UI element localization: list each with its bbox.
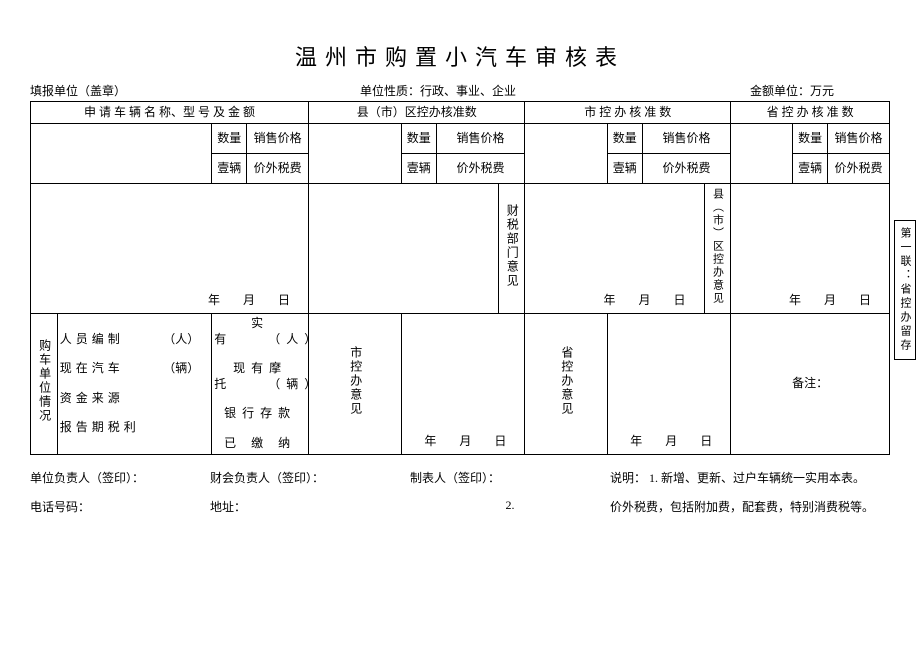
prov-qty: 数量 [793, 124, 828, 154]
form-page: 温州市购置小汽车审核表 填报单位（盖章） 单位性质：行政、事业、企业 金额单位：… [0, 0, 920, 515]
unit-cars: （辆） [163, 361, 209, 377]
hdr-city: 市 控 办 核 准 数 [525, 102, 731, 124]
city-opinion-date: 年 月 日 [424, 434, 516, 450]
city-opinion-body: 年 月 日 [401, 314, 525, 455]
county-blank [309, 124, 402, 184]
city-blank [525, 124, 607, 184]
lbl-paid: 已 缴 纳 [224, 436, 296, 450]
prov-tax: 价外税费 [828, 154, 890, 184]
prov-price: 销售价格 [828, 124, 890, 154]
tax-dept-text: 财税部门意见 [504, 204, 520, 288]
unit-actual: （人） [268, 332, 322, 346]
hdr-county: 县（市）区控办核准数 [309, 102, 525, 124]
lbl-tax: 报告期税利 [60, 420, 140, 436]
lbl-actual: 实 有 [214, 316, 269, 346]
footer-leader: 单位负责人（签印）： [30, 469, 210, 486]
county-opinion-cell [309, 184, 498, 314]
city-opinion-cell: 年 月 日 [525, 184, 704, 314]
prov-one: 壹辆 [793, 154, 828, 184]
footer-num2: 2. [410, 498, 610, 515]
meta-unit-nature: 单位性质：行政、事业、企业 [330, 82, 750, 99]
city-one: 壹辆 [607, 154, 642, 184]
remark-cell: 备注： [731, 314, 890, 455]
county-one: 壹辆 [401, 154, 436, 184]
city-date: 年 月 日 [604, 293, 696, 309]
prov-opinion-text: 省控办意见 [558, 346, 574, 416]
side-note: 第一联：省控办留存 [894, 220, 916, 360]
apply-one: 壹辆 [212, 154, 247, 184]
apply-qty: 数量 [212, 124, 247, 154]
county-tax: 价外税费 [436, 154, 525, 184]
main-table: 申 请 车 辆 名 称、型 号 及 金 额 县（市）区控办核准数 市 控 办 核… [30, 101, 890, 455]
city-tax: 价外税费 [642, 154, 731, 184]
status-mid-cell: 实 有 （人） 现有摩托 （辆） 银行存款 已 缴 纳 [212, 314, 309, 455]
prov-opinion-label: 省控办意见 [525, 314, 607, 455]
footer-phone: 电话号码： [30, 498, 210, 515]
hdr-apply: 申 请 车 辆 名 称、型 号 及 金 额 [31, 102, 309, 124]
apply-date: 年 月 日 [208, 293, 300, 309]
footer-note1: 说明： 1. 新增、更新、过户车辆统一实用本表。 [610, 469, 890, 486]
tax-dept-label: 财税部门意见 [498, 184, 525, 314]
lbl-staff: 人员编制 [60, 332, 124, 348]
footer: 单位负责人（签印）： 财会负责人（签印）： 制表人（签印）： 说明： 1. 新增… [30, 469, 890, 515]
meta-amount-unit: 金额单位：万元 [750, 82, 890, 99]
footer-finance: 财会负责人（签印）： [210, 469, 410, 486]
prov-date: 年 月 日 [789, 293, 881, 309]
footer-address: 地址： [210, 498, 410, 515]
prov-opinion-cell: 年 月 日 [731, 184, 890, 314]
county-office-label: 县（市）区控办意见 [704, 184, 731, 314]
unit-moto: （辆） [268, 377, 322, 391]
status-row-label-text: 购车单位情况 [36, 339, 52, 423]
prov-opinion-date: 年 月 日 [630, 434, 722, 450]
hdr-province: 省 控 办 核 准 数 [731, 102, 890, 124]
remark-label: 备注： [792, 376, 828, 390]
city-opinion-text: 市控办意见 [347, 346, 363, 416]
apply-tax: 价外税费 [247, 154, 309, 184]
city-qty: 数量 [607, 124, 642, 154]
footer-maker: 制表人（签印）： [410, 469, 610, 486]
status-row-label: 购车单位情况 [31, 314, 58, 455]
footer-note2: 价外税费，包括附加费，配套费，特别消费税等。 [610, 498, 890, 515]
apply-price: 销售价格 [247, 124, 309, 154]
lbl-funds: 资金来源 [60, 391, 124, 407]
county-office-text: 县（市）区控办意见 [710, 188, 724, 305]
county-qty: 数量 [401, 124, 436, 154]
lbl-cars: 现在汽车 [60, 361, 124, 377]
city-price: 销售价格 [642, 124, 731, 154]
status-left-cell: 人员编制 （人） 现在汽车 （辆） 资金来源 报告期税利 [57, 314, 211, 455]
county-price: 销售价格 [436, 124, 525, 154]
apply-opinion-cell: 年 月 日 [31, 184, 309, 314]
prov-blank [731, 124, 793, 184]
form-title: 温州市购置小汽车审核表 [30, 40, 890, 72]
unit-staff: （人） [163, 332, 209, 348]
meta-filing-unit: 填报单位（盖章） [30, 82, 330, 99]
lbl-bank: 银行存款 [224, 406, 296, 420]
city-opinion-label: 市控办意见 [309, 314, 402, 455]
meta-row: 填报单位（盖章） 单位性质：行政、事业、企业 金额单位：万元 [30, 82, 890, 99]
prov-opinion-body: 年 月 日 [607, 314, 731, 455]
apply-blank [31, 124, 212, 184]
